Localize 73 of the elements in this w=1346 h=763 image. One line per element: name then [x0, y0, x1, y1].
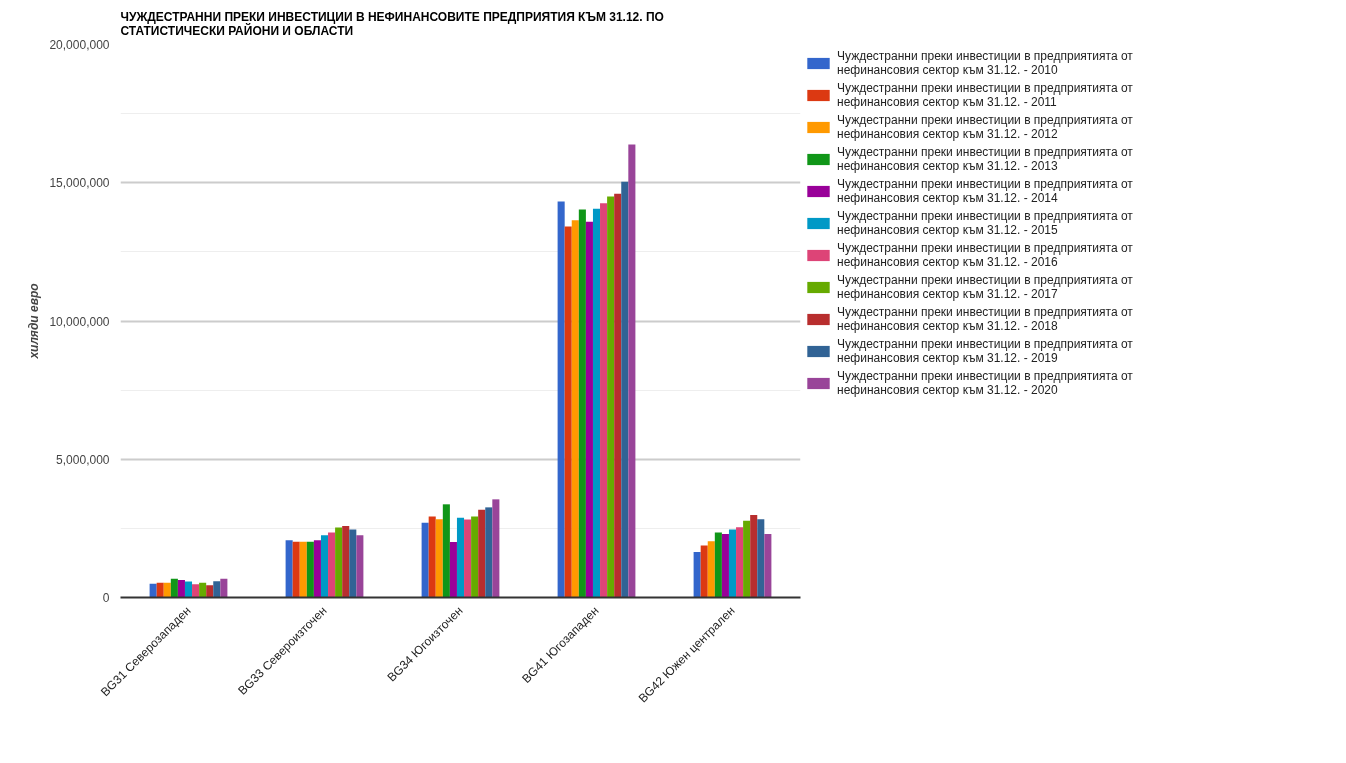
bar — [184, 581, 193, 598]
bar — [356, 535, 364, 598]
bar — [149, 583, 157, 598]
bar — [743, 520, 751, 598]
bar — [614, 193, 622, 598]
bar — [435, 519, 443, 598]
bar — [750, 515, 758, 598]
bar — [728, 529, 737, 598]
bar — [292, 541, 300, 598]
legend-label: Чуждестранни преки инвестиции в предприятията от нефинансовия сектор към 31.12. - 2020 — [837, 368, 1133, 398]
legend-label: Чуждестранни преки инвестиции в предприятията от нефинансовия сектор към 31.12. - 2019 — [837, 336, 1133, 366]
bar — [700, 545, 708, 598]
chart-title: ЧУЖДЕСТРАННИ ПРЕКИ ИНВЕСТИЦИИ В НЕФИНАНСОВИТЕ ПРЕДПРИЯТИЯ КЪМ 31.12. ПО СТАТИСТИЧЕСКИ РАЙОНИ И ОБЛАСТИ — [120, 9, 664, 38]
bar — [421, 522, 429, 598]
bar — [707, 541, 715, 598]
bar — [721, 533, 729, 598]
bar — [220, 578, 228, 598]
bar — [628, 144, 636, 598]
legend-label: Чуждестранни преки инвестиции в предприятията от нефинансовия сектор към 31.12. - 2011 — [837, 80, 1133, 110]
bar — [199, 582, 207, 598]
legend-label: Чуждестранни преки инвестиции в предприятията от нефинансовия сектор към 31.12. - 2010 — [837, 48, 1133, 78]
bar — [557, 201, 565, 598]
bar — [306, 541, 314, 598]
bar — [428, 516, 436, 598]
bar — [592, 208, 601, 598]
bar — [471, 516, 479, 598]
bar — [607, 196, 615, 598]
bar — [177, 580, 185, 598]
legend-label: Чуждестранни преки инвестиции в предприятията от нефинансовия сектор към 31.12. - 2017 — [837, 272, 1133, 302]
bar — [600, 203, 608, 598]
bar — [578, 209, 586, 598]
bar — [757, 519, 765, 598]
bar — [213, 581, 221, 598]
bar — [299, 541, 307, 598]
bar — [564, 226, 572, 598]
bar — [585, 221, 593, 598]
bar — [206, 585, 214, 598]
bar — [170, 578, 178, 598]
bar — [621, 181, 629, 598]
bar — [485, 507, 493, 598]
bar — [285, 540, 293, 598]
y-tick-label: 0 — [102, 591, 110, 605]
y-tick-label: 20,000,000 — [49, 38, 110, 52]
bar — [736, 527, 744, 598]
bar — [156, 582, 164, 598]
bar — [320, 535, 329, 598]
bar — [442, 504, 450, 598]
bar — [192, 584, 200, 598]
bar — [714, 532, 722, 598]
bar — [328, 532, 336, 598]
y-tick-label: 5,000,000 — [56, 452, 110, 467]
bar — [764, 533, 772, 598]
bar — [693, 551, 701, 598]
bar — [478, 509, 486, 598]
bar — [449, 541, 457, 598]
bar — [335, 527, 343, 598]
bar — [163, 582, 171, 598]
bar — [464, 519, 472, 598]
legend-label: Чуждестранни преки инвестиции в предприятията от нефинансовия сектор към 31.12. - 2016 — [837, 240, 1133, 270]
y-axis-title: хиляди евро — [27, 283, 42, 360]
bar — [571, 220, 579, 598]
y-tick-label: 10,000,000 — [49, 314, 110, 329]
bar — [492, 499, 500, 598]
legend-label: Чуждестранни преки инвестиции в предприятията от нефинансовия сектор към 31.12. - 2014 — [837, 176, 1133, 206]
bar — [342, 525, 350, 598]
bar — [349, 529, 357, 598]
y-tick-label: 15,000,000 — [49, 176, 110, 191]
legend-label: Чуждестранни преки инвестиции в предприятията от нефинансовия сектор към 31.12. - 2012 — [837, 112, 1133, 142]
legend-label: Чуждестранни преки инвестиции в предприятията от нефинансовия сектор към 31.12. - 2013 — [837, 144, 1133, 174]
legend-label: Чуждестранни преки инвестиции в предприятията от нефинансовия сектор към 31.12. - 2018 — [837, 304, 1133, 334]
bar — [456, 517, 465, 598]
legend-label: Чуждестранни преки инвестиции в предприятията от нефинансовия сектор към 31.12. - 2015 — [837, 208, 1133, 238]
bar — [313, 540, 321, 598]
